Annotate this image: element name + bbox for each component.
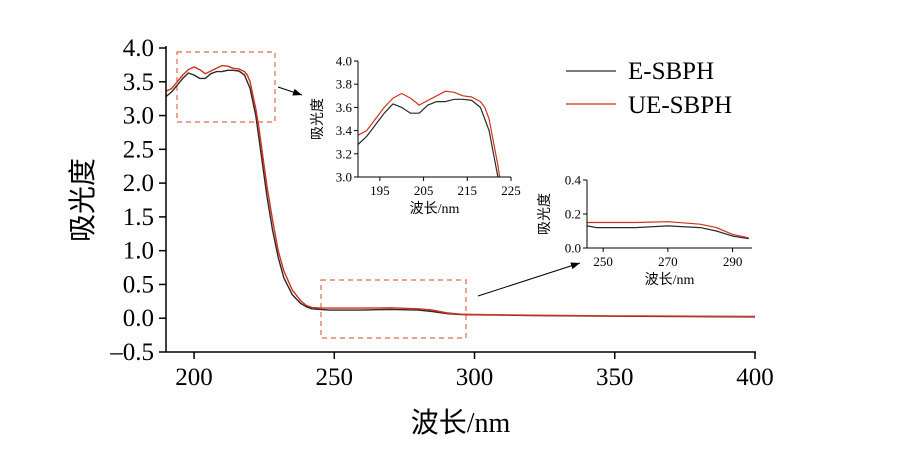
inset-lower-y-tick-label: 0.0 [565,241,581,256]
inset-lower-x-tick-label: 290 [723,254,743,269]
main-y-tick-label: 3.5 [123,69,154,96]
zoom-arrow-lower-head [570,262,580,270]
inset-lower-series-line-ue-sbph [587,221,749,239]
main-y-tick-label: 2.5 [123,136,154,163]
main-y-tick-label: 3.0 [123,103,154,130]
upper-inset-plot: 4.0 3.8 3.6 3.4 3.2 3.0 195 205 215 225 波长/nm 吸光度 [310,54,521,218]
inset-upper-x-tick-label: 205 [414,183,434,198]
main-series-line-ue-sbph [165,64,756,318]
zoom-arrow-upper-head [292,88,302,96]
inset-upper-y-tick-label: 3.4 [336,123,353,138]
main-y-tick-label: 2.0 [123,170,154,197]
inset-upper-x-axis-title: 波长/nm [410,201,460,217]
inset-lower-y-tick-label: 0.2 [565,207,581,222]
inset-upper-y-tick-label: 3.8 [336,77,352,92]
legend-label-ue-sbph: UE-SBPH [628,92,732,119]
main-series-line-e-sbph [165,69,756,318]
main-x-tick-label: 350 [596,364,634,391]
lower-inset-plot: 0.4 0.2 0.0 250 270 290 波长/nm 吸光度 [537,173,752,288]
main-y-tick-label: 0.0 [123,305,154,332]
zoom-region-markers [176,51,581,339]
main-y-tick-label: ‒0.5 [109,339,154,366]
inset-lower-series-line-e-sbph [587,225,749,240]
inset-lower-lines [587,221,749,240]
inset-lower-x-tick-label: 270 [658,254,678,269]
main-y-axis-title: 吸光度 [67,158,99,242]
inset-lower-x-axis-title: 波长/nm [645,272,695,288]
zoom-box-lower [320,279,467,339]
main-x-tick-label: 200 [175,364,213,391]
inset-lower-y-tick-label: 0.4 [565,173,582,188]
zoom-arrow-lower-shaft [477,262,581,297]
inset-upper-lines [358,90,501,177]
main-y-tick-label: 1.0 [123,238,154,265]
main-x-tick-label: 400 [736,364,774,391]
inset-upper-y-tick-label: 3.2 [336,146,352,161]
inset-lower-y-axis-title: 吸光度 [537,193,553,235]
main-x-tick-label: 300 [456,364,494,391]
inset-upper-x-tick-label: 225 [501,183,521,198]
inset-upper-y-tick-label: 3.6 [336,100,353,115]
inset-upper-x-tick-label: 215 [458,183,478,198]
main-y-tick-label: 4.0 [123,35,154,62]
main-y-tick-label: 0.5 [123,271,154,298]
inset-upper-x-tick-label: 195 [370,183,390,198]
legend-label-e-sbph: E-SBPH [628,58,714,85]
main-x-tick-label: 250 [316,364,354,391]
zoom-box-upper [176,51,276,123]
inset-upper-series-line-e-sbph [358,98,499,177]
inset-lower-x-tick-label: 250 [593,254,613,269]
main-plot: 4.0 3.5 3.0 2.5 2.0 1.5 1.0 0.5 0.0 ‒0.5 200 250 300… [67,35,774,439]
inset-upper-y-axis-title: 吸光度 [310,98,326,140]
main-x-axis-title: 波长/nm [411,407,511,439]
legend: E-SBPH UE-SBPH [566,58,732,119]
inset-upper-y-tick-label: 3.0 [336,170,352,185]
main-y-tick-label: 1.5 [123,204,154,231]
inset-upper-y-tick-label: 4.0 [336,54,352,69]
inset-upper-series-line-ue-sbph [358,90,501,177]
